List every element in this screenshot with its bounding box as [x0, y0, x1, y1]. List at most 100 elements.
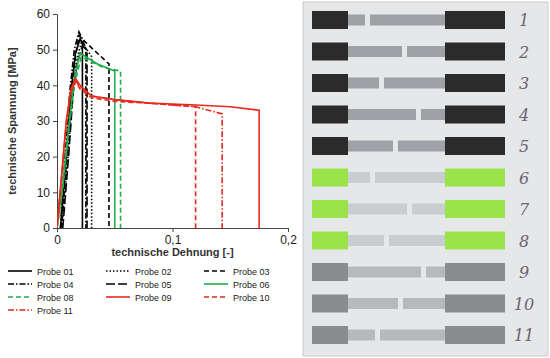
specimen-gauge — [348, 15, 365, 26]
specimen: 2 — [312, 43, 529, 62]
specimen: 4 — [312, 106, 529, 125]
tick-label: 20 — [37, 150, 51, 164]
legend-swatch — [8, 270, 32, 272]
axis-line — [57, 15, 58, 229]
specimen-gauge — [380, 330, 445, 341]
legend-label: Probe 01 — [37, 267, 74, 277]
tick-label: 0,2 — [280, 233, 297, 247]
legend-swatch — [8, 309, 32, 311]
specimen-grip — [312, 74, 348, 92]
specimen: 9 — [312, 263, 529, 282]
specimen-grip — [312, 263, 348, 281]
tick: 30 — [37, 114, 57, 128]
specimen-grip — [445, 106, 505, 124]
specimen-gauge — [398, 141, 445, 152]
legend-label: Probe 04 — [37, 280, 74, 290]
specimen-grip — [312, 200, 348, 218]
specimen-grip — [312, 295, 348, 313]
tick-label: 40 — [37, 79, 51, 93]
specimen: 11 — [312, 326, 534, 345]
legend-item: Probe 02 — [106, 267, 172, 277]
legend-label: Probe 10 — [233, 293, 270, 303]
specimen-grip — [445, 232, 505, 250]
tick-label: 30 — [37, 114, 51, 128]
tick-mark — [53, 14, 57, 15]
specimen-label: 10 — [514, 295, 534, 314]
legend-item: Probe 04 — [8, 280, 74, 290]
tick-label: 0,1 — [165, 233, 182, 247]
specimen-photo: 1234567891011 — [303, 2, 548, 356]
tick-mark — [53, 228, 57, 229]
specimen-grip — [312, 232, 348, 250]
legend-item: Probe 06 — [204, 280, 270, 290]
legend-swatch — [8, 296, 32, 298]
tick-mark — [53, 121, 57, 122]
legend-label: Probe 11 — [37, 306, 73, 316]
tick-label: 0 — [54, 233, 61, 247]
specimen-gauge — [348, 235, 384, 246]
specimen-gauge — [348, 46, 402, 57]
specimen: 6 — [312, 169, 529, 188]
specimen-gauge — [426, 267, 445, 278]
specimen-gauge — [421, 109, 445, 120]
specimen-grip — [445, 43, 505, 61]
specimen-gauge — [348, 141, 393, 152]
specimen-label: 3 — [519, 74, 529, 93]
specimen-gauge — [412, 204, 445, 215]
tick: 0,1 — [165, 228, 182, 247]
specimen-label: 5 — [519, 137, 529, 156]
tick: 0,2 — [280, 228, 297, 247]
specimen-label: 1 — [519, 11, 529, 30]
specimen: 5 — [312, 137, 529, 156]
figure: 010203040506000,10,2technische Spannung … — [0, 0, 550, 358]
specimen: 10 — [312, 295, 534, 314]
specimen-label: 4 — [518, 106, 529, 125]
x-axis: 0 0,1 0,2 — [54, 228, 297, 247]
specimen-grip — [312, 11, 348, 29]
tick-mark — [57, 228, 58, 232]
specimen-gauge — [348, 330, 375, 341]
specimen-gauge — [348, 109, 416, 120]
specimen-grip — [312, 43, 348, 61]
specimen-grip — [445, 11, 505, 29]
legend-item: Probe 11 — [8, 306, 73, 316]
specimen-gauge — [403, 298, 445, 309]
x-axis-title: technische Dehnung [-] — [111, 246, 234, 258]
legend-item: Probe 08 — [8, 293, 74, 303]
specimen-grip — [312, 137, 348, 155]
specimen-label: 8 — [519, 232, 529, 251]
specimen: 1 — [312, 11, 529, 30]
tick-label: 10 — [37, 186, 51, 200]
legend-label: Probe 06 — [233, 280, 270, 290]
tick-mark — [53, 157, 57, 158]
specimen: 3 — [312, 74, 529, 93]
specimen-label: 6 — [519, 169, 529, 188]
specimen-gauge — [348, 267, 421, 278]
specimen-grip — [445, 263, 505, 281]
tick: 40 — [37, 79, 57, 93]
specimen-gauge — [389, 235, 445, 246]
specimen-grip — [445, 326, 505, 344]
legend-swatch — [204, 296, 228, 298]
specimen-gauge — [348, 298, 398, 309]
legend-label: Probe 08 — [37, 293, 74, 303]
tick: 60 — [37, 7, 57, 21]
tick: 50 — [37, 43, 57, 57]
tick-mark — [53, 85, 57, 86]
specimen-grip — [312, 106, 348, 124]
specimen-label: 9 — [519, 263, 529, 282]
legend-label: Probe 09 — [135, 293, 172, 303]
series-line — [57, 78, 259, 228]
legend-swatch — [106, 270, 130, 272]
specimen-grip — [312, 169, 348, 187]
specimen-grip — [312, 326, 348, 344]
series-line — [60, 32, 85, 228]
specimen-grip — [445, 295, 505, 313]
legend: Probe 01 Probe 02 Probe 03 Probe 04 Probe 05… — [8, 267, 270, 316]
legend-item: Probe 09 — [106, 293, 172, 303]
legend-label: Probe 03 — [233, 267, 270, 277]
legend-item: Probe 05 — [106, 280, 172, 290]
photo-background — [303, 2, 548, 356]
specimen-grip — [445, 200, 505, 218]
specimen-grip — [445, 74, 505, 92]
